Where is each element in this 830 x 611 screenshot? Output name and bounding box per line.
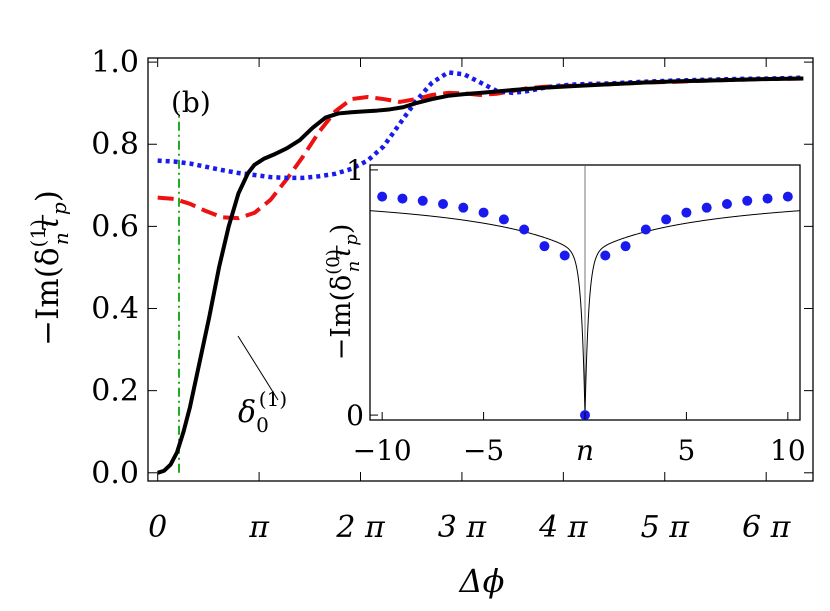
series-line-blue: [157, 70, 804, 181]
y-tick-label: 1.0: [91, 45, 139, 80]
inset-data-point: [559, 250, 570, 261]
inset-axis-ticks: −10 −5 n 5 10 0 1: [346, 154, 805, 467]
inset-data-point: [661, 214, 672, 225]
x-tick-label: 3 π: [438, 510, 488, 545]
x-tick-label: 6 π: [742, 510, 792, 545]
inset-data-point: [397, 193, 408, 204]
inset-data-point: [458, 202, 469, 213]
curve-annotation-delta0: δ0(1): [238, 387, 287, 437]
y-tick-label: 0.8: [91, 127, 139, 162]
inset-y-tick-label: 0: [346, 399, 364, 432]
inset-data-point: [742, 195, 753, 206]
inset-data-point: [620, 241, 631, 252]
inset-x-tick-label: 10: [770, 434, 806, 467]
x-tick-label: 4 π: [538, 510, 589, 545]
inset-data-point: [519, 224, 530, 235]
inset-data-point: [478, 207, 489, 218]
inset-data-point: [438, 198, 449, 209]
panel-label: (b): [171, 86, 211, 119]
inset-data-point: [701, 202, 712, 213]
x-tick-label: π: [248, 510, 270, 545]
inset-data-point: [377, 191, 388, 202]
inset-x-tick-label: −10: [353, 434, 412, 467]
inset-data-point: [539, 241, 550, 252]
x-tick-label: 0: [148, 510, 167, 545]
inset-y-tick-label: 1: [346, 154, 364, 187]
inset-x-tick-label: n: [576, 434, 594, 467]
y-axis-label: −Im(δ(1)nτp): [26, 190, 73, 346]
x-tick-label: 5 π: [641, 510, 691, 545]
inset-x-tick-label: 5: [678, 434, 696, 467]
inset-data-point: [782, 191, 793, 202]
y-tick-label: 0.6: [91, 209, 139, 244]
inset-data-point: [498, 214, 509, 225]
inset-data-point: [640, 224, 651, 235]
y-tick-label: 0.0: [91, 456, 139, 491]
inset-data-point: [681, 207, 692, 218]
main-frame: [147, 57, 814, 482]
inset-y-axis-label: −Im(δ(0)nτp): [323, 224, 364, 361]
x-axis-label: Δϕ: [458, 562, 505, 600]
inset-x-tick-label: −5: [463, 434, 504, 467]
inset-data-point: [762, 193, 773, 204]
y-tick-label: 0.4: [91, 292, 139, 327]
inset-data-point: [417, 195, 428, 206]
y-tick-label: 0.2: [91, 374, 139, 409]
x-tick-label: 2 π: [335, 510, 386, 545]
main-plot-area: [157, 70, 804, 475]
annotation-leader-line: [237, 335, 279, 401]
inset-data-point: [721, 198, 732, 209]
series-line-delta0: [157, 76, 804, 475]
inset-data-point: [600, 250, 611, 261]
main-axis-ticks: 0 π 2 π 3 π 4 π 5 π 6 π 0.0 0.2 0.4 0.6 0.8 1.0: [91, 45, 813, 545]
